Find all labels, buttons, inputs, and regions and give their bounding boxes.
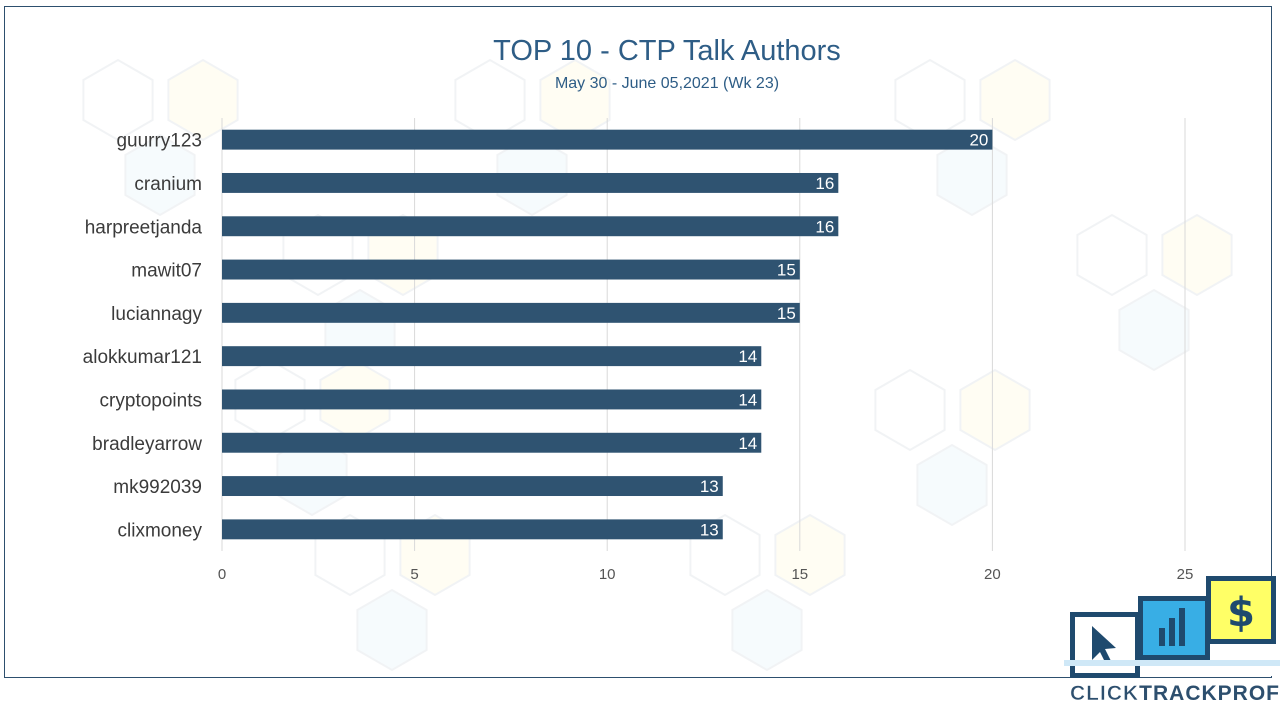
x-tick-label: 10 — [599, 566, 616, 583]
logo-text: CLICKTRACKPROFIT — [1070, 682, 1280, 705]
bar-value-label: 20 — [969, 131, 988, 150]
watermark-hexagon — [539, 58, 611, 142]
x-tick-label: 15 — [791, 566, 808, 583]
watermark-hexagon — [1161, 213, 1233, 297]
bar-value-label: 14 — [738, 347, 757, 366]
bar — [222, 346, 762, 367]
watermark-hexagon — [894, 58, 966, 142]
watermark-hexagon — [1118, 288, 1190, 372]
bar-value-label: 16 — [815, 217, 834, 236]
category-label: cranium — [134, 174, 202, 195]
svg-text:$: $ — [1227, 590, 1255, 636]
x-tick-label: 5 — [410, 566, 418, 583]
watermark-hexagon — [124, 133, 196, 217]
watermark-hexagon — [454, 58, 526, 142]
category-label: harpreetjanda — [85, 217, 203, 238]
category-label: guurry123 — [116, 131, 202, 152]
bar-value-label: 14 — [738, 390, 757, 409]
bar — [222, 172, 839, 193]
category-label: luciannagy — [111, 304, 202, 325]
dollar-icon: $ — [1206, 576, 1276, 644]
watermark-hexagon — [356, 588, 428, 672]
category-label: alokkumar121 — [83, 347, 202, 368]
bar — [222, 519, 723, 540]
bar-value-label: 15 — [777, 261, 796, 280]
watermark-hexagon — [1076, 213, 1148, 297]
bar-value-label: 13 — [700, 520, 719, 539]
bar — [222, 129, 993, 150]
bar — [222, 389, 762, 410]
category-label: clixmoney — [118, 520, 203, 541]
watermark-hexagon — [167, 58, 239, 142]
bar-chart-icon — [1138, 596, 1210, 660]
bar-value-label: 16 — [815, 174, 834, 193]
brand-logo: $ CLICKTRACKPROFIT — [1064, 576, 1280, 705]
watermark-hexagon — [959, 368, 1031, 452]
x-tick-label: 0 — [218, 566, 226, 583]
x-tick-labels: 0 5 10 15 20 25 — [218, 566, 1194, 583]
watermark-hexagon — [82, 58, 154, 142]
x-tick-label: 25 — [1177, 566, 1194, 583]
bar — [222, 302, 800, 323]
category-labels: guurry123 cranium harpreetjanda mawit07 luci… — [83, 131, 203, 542]
bar-value-label: 14 — [738, 434, 757, 453]
bar — [222, 216, 839, 237]
watermark-hexagon — [774, 513, 846, 597]
bar — [222, 476, 723, 497]
chart-frame — [4, 6, 1272, 678]
bar-value-label: 13 — [700, 477, 719, 496]
category-label: mk992039 — [113, 477, 202, 498]
chart-title: TOP 10 - CTP Talk Authors — [493, 35, 841, 67]
bar — [222, 432, 762, 453]
bars: 20 16 16 15 15 14 14 14 13 13 — [222, 129, 993, 540]
bar-value-label: 15 — [777, 304, 796, 323]
category-label: bradleyarrow — [92, 434, 202, 455]
watermark-hexagon — [916, 443, 988, 527]
category-label: mawit07 — [131, 261, 202, 282]
chart-subtitle: May 30 - June 05,2021 (Wk 23) — [555, 75, 779, 92]
watermark-hexagon — [731, 588, 803, 672]
watermark-hexagon — [936, 133, 1008, 217]
bar — [222, 259, 800, 280]
watermark-hexagon — [979, 58, 1051, 142]
hexagon-watermark — [82, 58, 1233, 672]
cursor-icon — [1070, 612, 1140, 678]
watermark-hexagon — [874, 368, 946, 452]
x-tick-label: 20 — [984, 566, 1001, 583]
category-label: cryptopoints — [100, 390, 202, 411]
